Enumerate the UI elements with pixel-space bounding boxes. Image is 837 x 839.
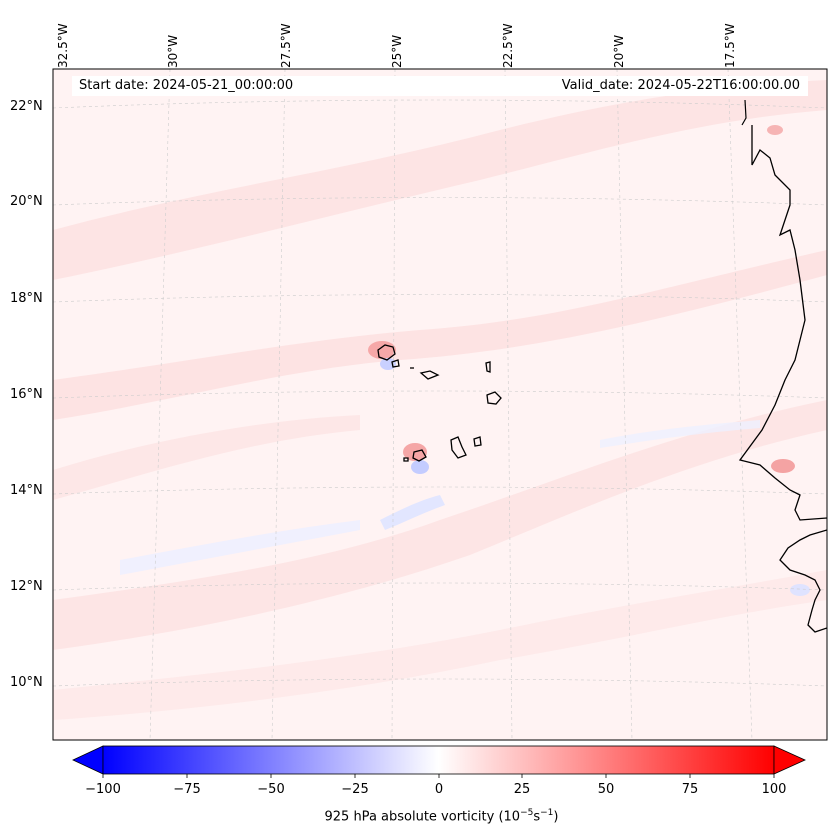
colorbar-ramp xyxy=(102,745,775,775)
colorbar-tick-label: −100 xyxy=(85,782,121,797)
africa-coastline-south xyxy=(779,529,827,633)
graticule xyxy=(53,69,827,740)
date-banner: Start date: 2024-05-21_00:00:00 Valid_da… xyxy=(72,76,808,96)
vorticity-min xyxy=(411,460,429,474)
positive-band xyxy=(53,415,360,500)
lat-label: 10°N xyxy=(10,675,43,690)
colorbar-tick-label: 75 xyxy=(681,782,699,797)
lat-label: 18°N xyxy=(10,291,43,306)
lat-label: 12°N xyxy=(10,579,43,594)
negative-band xyxy=(380,495,445,530)
colorbar-tick-label: −25 xyxy=(341,782,369,797)
colorbar-label: 925 hPa absolute vorticity (10−5s−1) xyxy=(324,808,559,825)
positive-band xyxy=(53,80,827,280)
lon-label: 27.5°W xyxy=(279,23,293,68)
map-frame xyxy=(52,68,828,741)
vorticity-max xyxy=(767,125,783,135)
positive-band xyxy=(53,400,827,650)
cape-verde-islands xyxy=(377,344,502,462)
lon-label: 20°W xyxy=(612,34,626,68)
colorbar-max-extend xyxy=(773,745,806,775)
start-date: Start date: 2024-05-21_00:00:00 xyxy=(79,78,294,93)
colorbar-tick-label: 25 xyxy=(513,782,531,797)
vorticity-field xyxy=(53,69,827,740)
positive-band xyxy=(53,250,827,420)
vorticity-min xyxy=(380,358,396,370)
coast-segment xyxy=(741,99,747,126)
colorbar-min-extend xyxy=(72,745,104,775)
colorbar-tick-label: −75 xyxy=(173,782,201,797)
positive-band xyxy=(53,570,827,720)
africa-coastline xyxy=(738,125,827,521)
colorbar-tick-label: 50 xyxy=(597,782,615,797)
lat-label: 22°N xyxy=(10,99,43,114)
lat-label: 14°N xyxy=(10,483,43,498)
lon-label: 25°W xyxy=(390,34,404,68)
lon-label: 22.5°W xyxy=(501,23,515,68)
vorticity-min xyxy=(790,584,810,596)
colorbar-ticks xyxy=(102,774,775,778)
vorticity-max xyxy=(771,459,795,473)
colorbar-tick-label: 0 xyxy=(434,782,444,797)
colorbar xyxy=(72,745,806,778)
colorbar-tick-label: −50 xyxy=(257,782,285,797)
negative-band xyxy=(120,520,360,575)
lon-label: 17.5°W xyxy=(723,23,737,68)
lon-label: 30°W xyxy=(166,34,180,68)
lat-label: 20°N xyxy=(10,194,43,209)
lat-label: 16°N xyxy=(10,387,43,402)
negative-band xyxy=(600,420,760,448)
colorbar-tick-label: 100 xyxy=(761,782,787,797)
valid-date: Valid_date: 2024-05-22T16:00:00.00 xyxy=(561,78,800,93)
lon-label: 32.5°W xyxy=(56,23,70,68)
